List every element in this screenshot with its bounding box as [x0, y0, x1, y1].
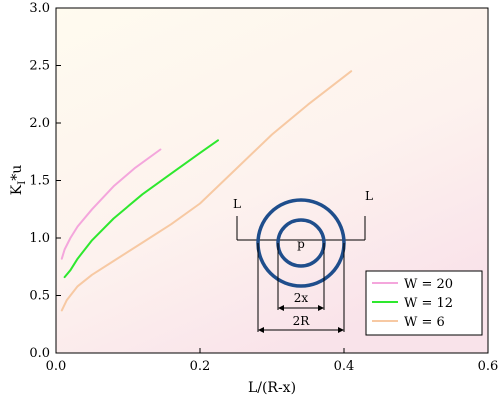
legend-label-w20: W = 20	[404, 277, 453, 292]
y-tick-label: 0.5	[29, 289, 50, 304]
x-axis-title: L/(R-x)	[248, 380, 296, 396]
y-tick-label: 0.0	[29, 346, 50, 361]
legend: W = 20 W = 12 W = 6	[365, 270, 483, 336]
y-tick-label: 1.5	[29, 174, 50, 189]
y-tick-label: 3.0	[29, 1, 50, 16]
y-tick-label: 2.0	[29, 116, 50, 131]
legend-label-w12: W = 12	[404, 296, 453, 311]
legend-label-w6: W = 6	[404, 315, 445, 330]
right-load-label: L	[365, 189, 373, 203]
left-load-label: L	[233, 197, 241, 211]
y-axis-title-sub: I	[17, 181, 28, 185]
y-axis-title-rest: *u	[9, 165, 25, 181]
series-line-w12	[63, 139, 219, 279]
series-line-w20	[60, 148, 162, 260]
x-tick-label: 0.6	[478, 359, 498, 374]
x-axis-ticks: 0.0 0.2 0.4 0.6	[46, 348, 498, 374]
y-axis-title: KI*u	[9, 165, 28, 195]
series-layer	[60, 70, 353, 312]
x-tick-label: 0.4	[334, 359, 355, 374]
x-tick-label: 0.0	[46, 359, 67, 374]
center-label: p	[297, 237, 305, 251]
inner-dim-arrow-left	[278, 305, 284, 311]
series-line-w6	[60, 70, 353, 312]
inner-dim-label: 2x	[294, 291, 309, 305]
ring-inset-diagram: L L p 2x 2R	[233, 189, 373, 333]
outer-dim-arrow-right	[338, 327, 344, 333]
y-tick-label: 2.5	[29, 59, 50, 74]
outer-dim-label: 2R	[293, 314, 311, 328]
inner-dim-arrow-right	[318, 305, 324, 311]
outer-dim-arrow-left	[258, 327, 264, 333]
y-axis-title-main: K	[9, 184, 25, 195]
x-tick-label: 0.2	[190, 359, 211, 374]
y-axis-ticks: 0.0 0.5 1.0 1.5 2.0 2.5 3.0	[29, 1, 61, 361]
y-tick-label: 1.0	[29, 231, 50, 246]
